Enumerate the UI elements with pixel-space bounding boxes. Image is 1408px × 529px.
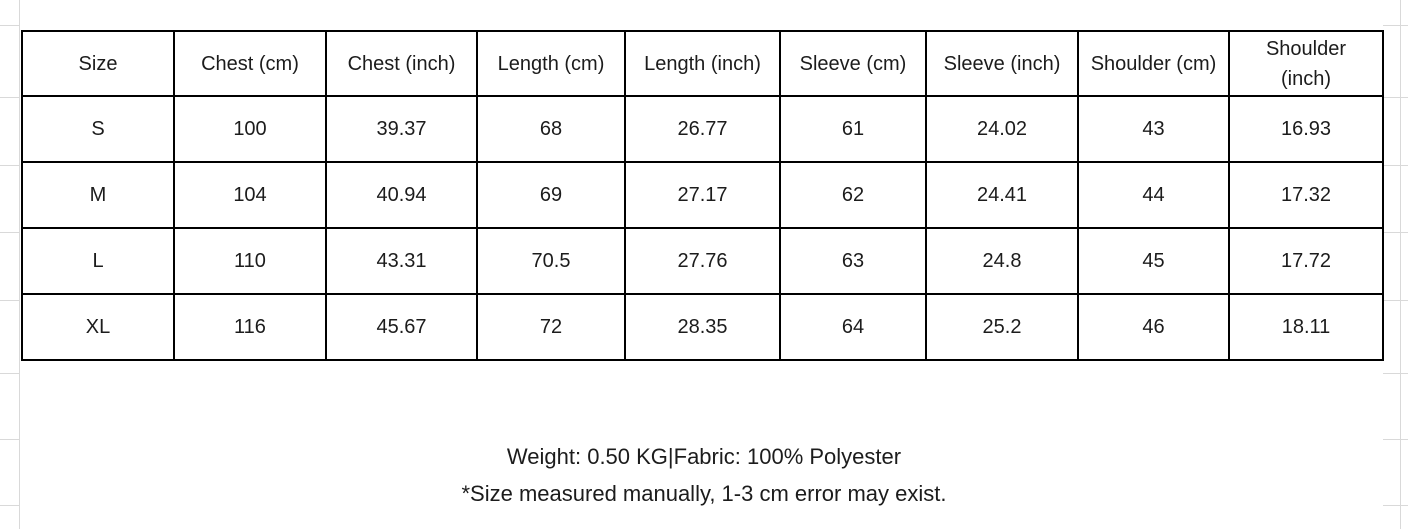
spreadsheet-gridline	[1383, 300, 1408, 301]
header-cell-sleeve-inch: Sleeve (inch)	[925, 30, 1079, 97]
header-cell-shoulder-cm: Shoulder (cm)	[1077, 30, 1230, 97]
table-cell: 61	[779, 95, 927, 163]
spreadsheet-gridline	[1383, 373, 1408, 374]
table-row-s: S 100 39.37 68 26.77 61 24.02 43 16.93	[21, 95, 1384, 163]
table-row-m: M 104 40.94 69 27.17 62 24.41 44 17.32	[21, 161, 1384, 229]
product-notes: Weight: 0.50 KG|Fabric: 100% Polyester *…	[0, 438, 1408, 512]
header-cell-shoulder-inch: Shoulder (inch)	[1228, 30, 1384, 97]
spreadsheet-gridline	[0, 25, 20, 26]
spreadsheet-gridline	[0, 505, 20, 506]
header-cell-length-inch: Length (inch)	[624, 30, 781, 97]
table-cell: 18.11	[1228, 293, 1384, 361]
spreadsheet-gridline	[0, 300, 20, 301]
table-cell: 45.67	[325, 293, 478, 361]
table-cell: 25.2	[925, 293, 1079, 361]
table-cell: 69	[476, 161, 626, 229]
spreadsheet-gridline	[1383, 25, 1408, 26]
table-cell: 63	[779, 227, 927, 295]
spreadsheet-gridline	[0, 165, 20, 166]
table-cell: 62	[779, 161, 927, 229]
header-cell-sleeve-cm: Sleeve (cm)	[779, 30, 927, 97]
table-cell: 39.37	[325, 95, 478, 163]
table-cell: XL	[21, 293, 175, 361]
table-cell: 40.94	[325, 161, 478, 229]
table-cell: 104	[173, 161, 327, 229]
spreadsheet-gridline	[1383, 165, 1408, 166]
spreadsheet-gridline	[1383, 232, 1408, 233]
table-cell: 70.5	[476, 227, 626, 295]
spreadsheet-gridline	[1400, 0, 1401, 529]
spreadsheet-gridline	[19, 0, 20, 529]
table-cell: 68	[476, 95, 626, 163]
size-disclaimer-line: *Size measured manually, 1-3 cm error ma…	[461, 481, 947, 506]
spreadsheet-gridline	[0, 232, 20, 233]
table-cell: L	[21, 227, 175, 295]
table-cell: 46	[1077, 293, 1230, 361]
size-chart-table: Size Chest (cm) Chest (inch) Length (cm)…	[21, 30, 1384, 361]
spreadsheet-gridline	[1383, 439, 1408, 440]
header-cell-length-cm: Length (cm)	[476, 30, 626, 97]
header-cell-chest-inch: Chest (inch)	[325, 30, 478, 97]
table-cell: 16.93	[1228, 95, 1384, 163]
table-cell: 44	[1077, 161, 1230, 229]
table-cell: 64	[779, 293, 927, 361]
table-cell: S	[21, 95, 175, 163]
table-row-l: L 110 43.31 70.5 27.76 63 24.8 45 17.72	[21, 227, 1384, 295]
table-cell: 110	[173, 227, 327, 295]
table-cell: 26.77	[624, 95, 781, 163]
header-cell-chest-cm: Chest (cm)	[173, 30, 327, 97]
table-cell: 116	[173, 293, 327, 361]
table-cell: 17.72	[1228, 227, 1384, 295]
spreadsheet-gridline	[0, 373, 20, 374]
table-cell: 27.76	[624, 227, 781, 295]
table-cell: 43.31	[325, 227, 478, 295]
spreadsheet-gridline	[1383, 97, 1408, 98]
header-row: Size Chest (cm) Chest (inch) Length (cm)…	[21, 30, 1384, 97]
header-cell-size: Size	[21, 30, 175, 97]
weight-fabric-line: Weight: 0.50 KG|Fabric: 100% Polyester	[506, 444, 902, 469]
table-cell: 43	[1077, 95, 1230, 163]
table-row-xl: XL 116 45.67 72 28.35 64 25.2 46 18.11	[21, 293, 1384, 361]
table-cell: 45	[1077, 227, 1230, 295]
table-cell: 27.17	[624, 161, 781, 229]
table-cell: 24.8	[925, 227, 1079, 295]
table-cell: 24.02	[925, 95, 1079, 163]
table-cell: 28.35	[624, 293, 781, 361]
table-cell: 24.41	[925, 161, 1079, 229]
spreadsheet-gridline	[1383, 505, 1408, 506]
table-cell: M	[21, 161, 175, 229]
spreadsheet-gridline	[0, 439, 20, 440]
table-cell: 17.32	[1228, 161, 1384, 229]
spreadsheet-gridline	[0, 97, 20, 98]
table-cell: 72	[476, 293, 626, 361]
table-cell: 100	[173, 95, 327, 163]
